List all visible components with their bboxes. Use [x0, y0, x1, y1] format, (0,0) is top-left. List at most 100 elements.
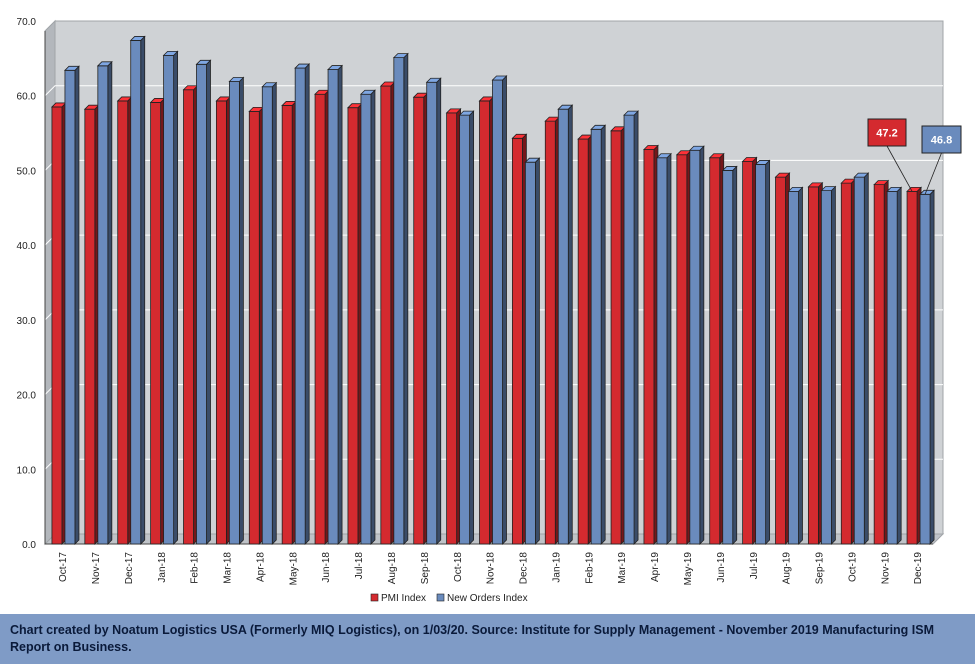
bar-side [206, 59, 211, 545]
bar-top [228, 77, 245, 82]
bar-new-orders [261, 86, 273, 545]
bar-side [238, 76, 244, 545]
bar-top [708, 153, 725, 159]
bar-side [699, 145, 705, 545]
gridline [44, 85, 943, 97]
bar-side [929, 189, 935, 545]
bar-pmi [51, 106, 63, 545]
x-tick-label: Aug-19 [782, 552, 793, 585]
callout-leader [924, 152, 942, 195]
bar-top [642, 145, 659, 150]
bar-new-orders [459, 114, 471, 545]
bar-pmi [544, 120, 556, 545]
bar-new-orders [886, 190, 898, 545]
bar-side [140, 35, 146, 545]
x-tick-label: Aug-18 [387, 552, 398, 585]
bar-top [655, 153, 672, 159]
bar-side [304, 63, 310, 545]
bar-side [896, 186, 902, 545]
bar-side [666, 152, 672, 545]
bar-side [765, 159, 771, 545]
bar-pmi [906, 190, 918, 545]
bar-new-orders [689, 149, 701, 545]
bar-side [469, 110, 475, 545]
bar-new-orders [755, 164, 767, 545]
x-tick-label: Feb-19 [584, 552, 595, 584]
bar-pmi [84, 108, 96, 545]
legend-label: PMI Index [381, 593, 426, 604]
bar-pmi [215, 100, 227, 545]
bar-pmi [676, 154, 688, 545]
bar-top [853, 172, 870, 178]
bar-side [370, 89, 376, 545]
bar-pmi [742, 161, 754, 545]
bar-new-orders [919, 193, 931, 545]
bar-pmi [807, 186, 819, 545]
bar-new-orders [97, 65, 109, 545]
callout-leader [886, 145, 913, 192]
x-tick-label: Feb-18 [190, 552, 201, 584]
x-tick-label: Nov-17 [91, 552, 102, 585]
bar-pmi [248, 111, 260, 545]
bar-side [74, 65, 80, 545]
bar-top [873, 180, 890, 186]
bar-new-orders [656, 157, 668, 545]
bar-new-orders [788, 190, 799, 545]
y-tick-label: 10.0 [17, 465, 37, 476]
x-tick-label: Jun-18 [321, 552, 332, 583]
legend-swatch [436, 593, 445, 602]
x-tick-label: Apr-19 [650, 552, 661, 582]
bar-top [919, 189, 936, 195]
bar-top [96, 61, 113, 67]
bar-side [403, 52, 409, 545]
y-tick-label: 0.0 [22, 540, 36, 551]
bar-top [129, 36, 146, 41]
bar-top [261, 82, 278, 88]
bar-top [754, 160, 771, 165]
bar-pmi [577, 138, 589, 545]
callout-label: 46.8 [931, 135, 952, 147]
bar-top [524, 157, 541, 163]
bar-new-orders [196, 63, 207, 545]
callout-label: 47.2 [876, 128, 897, 140]
bar-new-orders [426, 81, 438, 545]
bar-top [557, 104, 574, 110]
bar-pmi [117, 100, 129, 545]
bar-side [107, 60, 113, 545]
bar-side [633, 110, 639, 545]
bar-side [436, 77, 442, 545]
x-tick-label: Nov-19 [880, 552, 891, 585]
bar-pmi [314, 93, 326, 545]
bar-pmi [511, 137, 523, 545]
bar-new-orders [722, 170, 734, 545]
bar-new-orders [820, 190, 832, 545]
x-tick-label: May-19 [683, 552, 694, 586]
y-tick-label: 50.0 [17, 166, 37, 177]
x-tick-label: Jul-19 [749, 552, 760, 580]
bar-side [271, 81, 277, 545]
bar-top [458, 110, 475, 116]
x-tick-label: Oct-19 [847, 552, 858, 582]
chart-svg: 0.0 10.0 20.0 30.0 40.0 50.0 60.0 70.0 Oct-17 Nov… [16, 17, 962, 604]
y-tick-label: 30.0 [17, 316, 37, 327]
bar-pmi [281, 105, 293, 545]
bar-pmi [446, 112, 458, 545]
callout-box [921, 125, 962, 154]
bar-pmi [413, 96, 425, 545]
legend-swatch [370, 593, 379, 602]
bar-pmi [380, 85, 392, 545]
y-tick-label: 40.0 [17, 241, 37, 252]
bar-top [491, 75, 508, 81]
bar-side [337, 64, 343, 545]
bar-pmi [150, 102, 162, 545]
bar-new-orders [360, 93, 372, 545]
x-tick-label: Dec-19 [913, 552, 924, 585]
y-tick-label: 70.0 [17, 17, 37, 28]
x-tick-label: Jun-19 [716, 552, 727, 583]
bar-top [721, 166, 738, 171]
bar-new-orders [590, 128, 602, 545]
bar-top [195, 59, 212, 65]
bar-top [886, 186, 903, 192]
bar-top [688, 145, 705, 151]
bar-top [511, 133, 528, 139]
